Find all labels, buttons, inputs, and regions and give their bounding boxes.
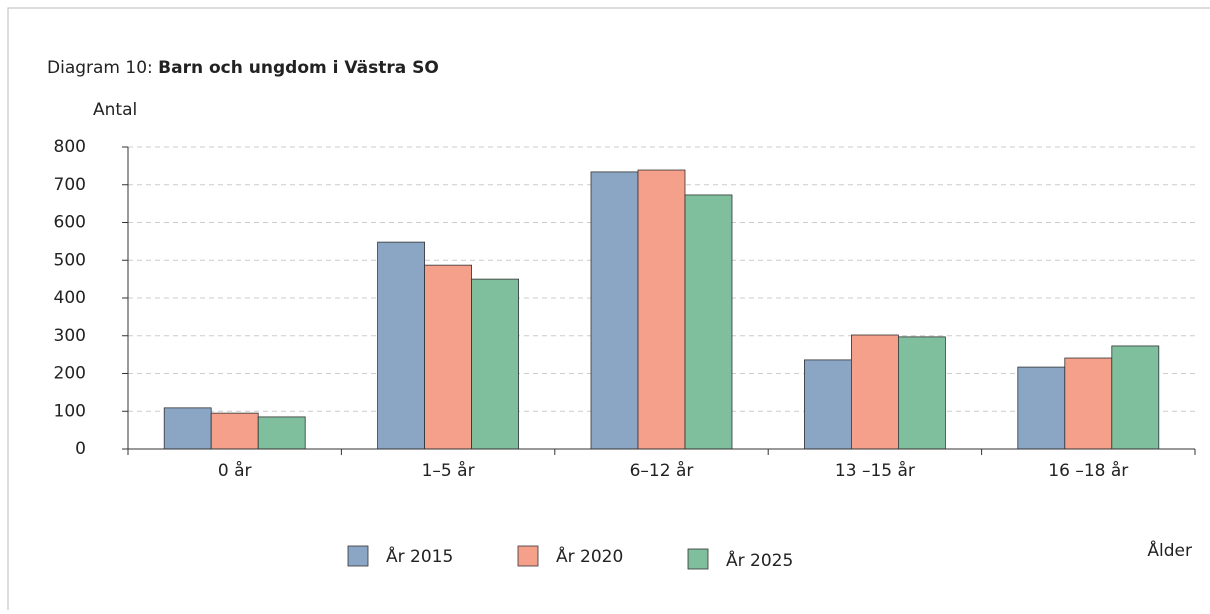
bar <box>424 264 473 450</box>
x-axis-label: Ålder <box>1147 539 1192 561</box>
legend-label: År 2015 <box>386 545 453 567</box>
x-tick-label: 16 –18 år <box>1048 460 1128 481</box>
x-tick-label: 0 år <box>218 460 252 481</box>
bar <box>590 171 639 450</box>
x-tick-label: 1–5 år <box>422 460 475 481</box>
bar <box>637 169 686 450</box>
x-tick-label: 13 –15 år <box>835 460 915 481</box>
y-tick-label: 600 <box>54 213 86 233</box>
y-tick-label: 100 <box>54 401 86 421</box>
y-tick-label: 700 <box>54 175 86 195</box>
legend-label: År 2020 <box>556 545 623 567</box>
y-tick-label: 0 <box>75 439 86 459</box>
y-tick-label: 200 <box>54 364 86 384</box>
bar <box>851 334 899 450</box>
bar <box>163 407 212 450</box>
x-tick-label: 6–12 år <box>630 460 694 481</box>
y-tick-label: 400 <box>54 288 86 308</box>
y-tick-label: 300 <box>54 326 86 346</box>
bar <box>257 416 306 450</box>
legend-swatch <box>687 548 709 570</box>
bar <box>898 336 946 450</box>
bar <box>1111 345 1160 450</box>
title-main: Barn och ungdom i Västra SO <box>158 58 439 78</box>
y-tick-label: 500 <box>54 250 86 270</box>
bar <box>1064 357 1113 450</box>
bar <box>804 359 852 450</box>
bar <box>471 278 520 450</box>
legend-swatch <box>347 545 369 567</box>
y-axis-label: Antal <box>93 100 137 120</box>
title-prefix: Diagram 10: <box>47 58 153 78</box>
chart-title: Diagram 10: Barn och ungdom i Västra SO <box>47 58 439 78</box>
bar <box>377 241 426 450</box>
legend-label: År 2025 <box>726 549 793 571</box>
frame <box>7 7 1210 614</box>
y-tick-label: 800 <box>54 137 86 157</box>
bar <box>1017 366 1066 450</box>
bar <box>684 194 733 450</box>
bar <box>210 412 259 450</box>
legend-swatch <box>517 545 539 567</box>
